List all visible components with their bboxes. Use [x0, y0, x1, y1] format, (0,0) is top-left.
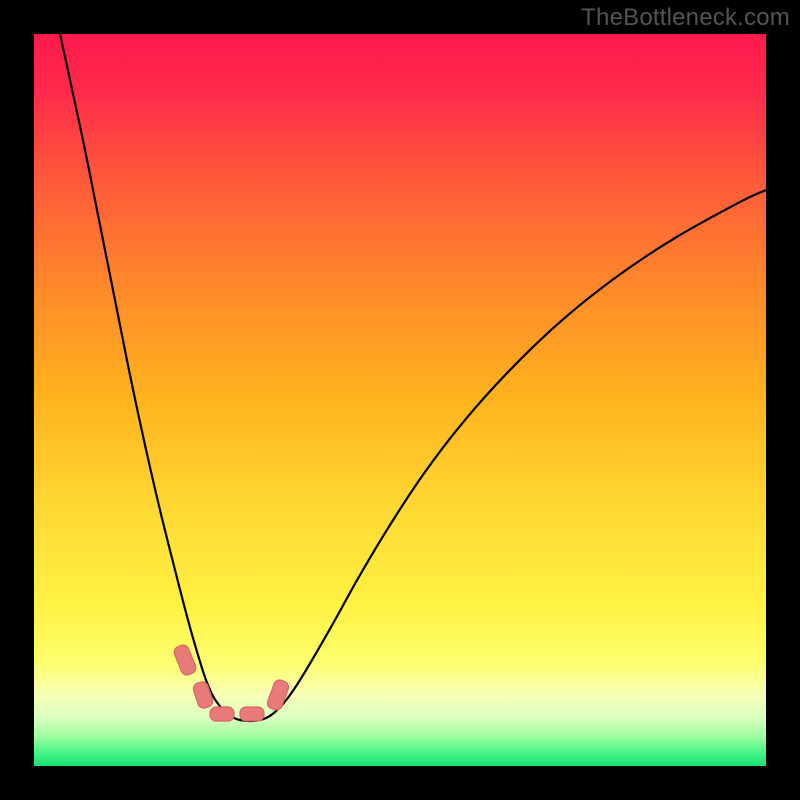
marker-3	[240, 707, 264, 721]
plot-area	[34, 34, 766, 766]
chart-svg	[34, 34, 766, 766]
marker-2	[210, 707, 234, 721]
watermark-text: TheBottleneck.com	[581, 4, 790, 32]
gradient-background	[34, 34, 766, 766]
